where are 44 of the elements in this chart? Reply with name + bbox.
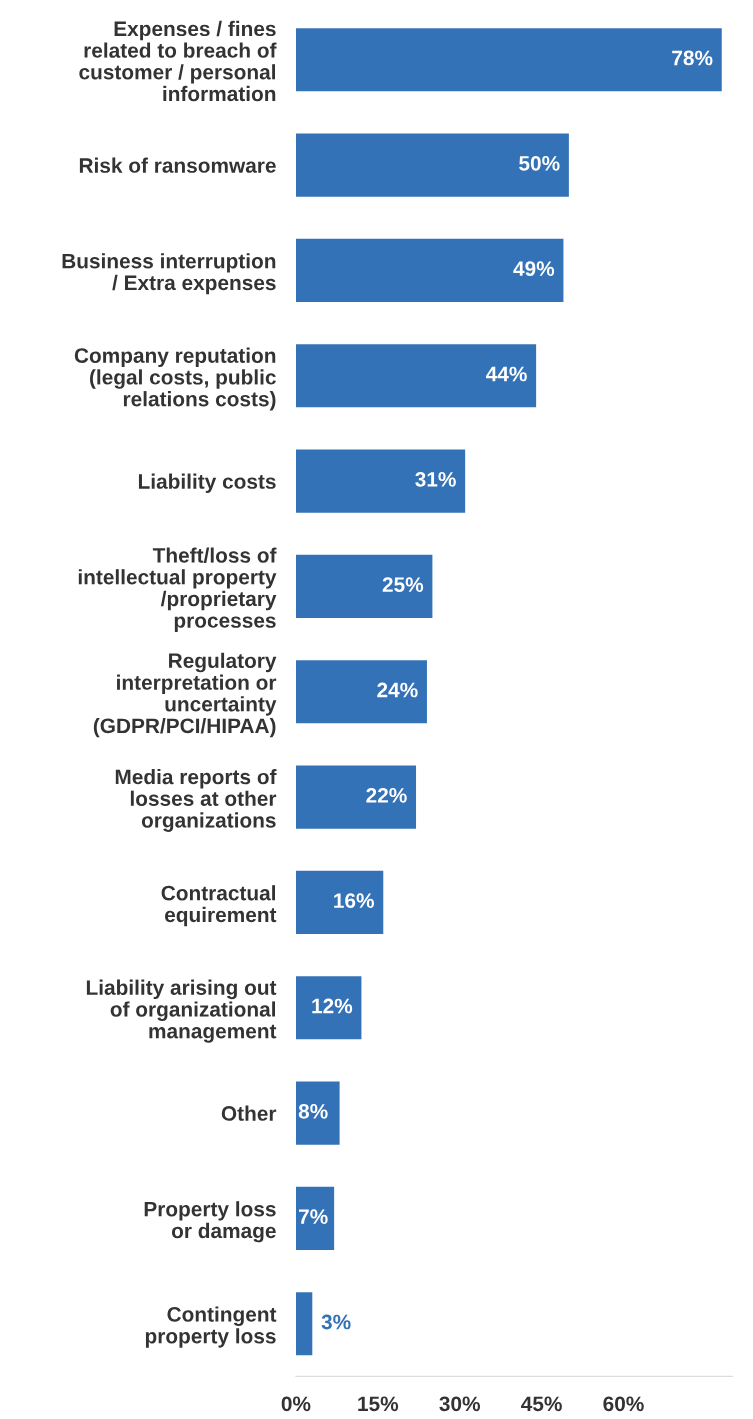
x-tick-label: 15% [358, 1396, 399, 1412]
x-tick-label: 60% [603, 1396, 644, 1412]
bar [295, 238, 564, 303]
data-label: 12% [312, 998, 353, 1014]
y-tick-label: Theft/loss of intellectual property /proprietary processes [78, 547, 277, 632]
y-tick-label: Risk of ransomware [79, 157, 276, 173]
data-label: 78% [672, 50, 713, 66]
bar [295, 449, 466, 513]
data-label: 44% [486, 366, 527, 382]
bar [295, 28, 722, 92]
bar [295, 870, 384, 935]
x-tick-label: 30% [439, 1396, 481, 1412]
data-label: 50% [519, 155, 560, 171]
data-label: 24% [377, 682, 418, 698]
data-label: 8% [298, 1103, 328, 1119]
data-label: 25% [382, 577, 424, 593]
data-label: 31% [415, 471, 456, 487]
bar [295, 554, 433, 619]
bar [295, 660, 427, 724]
bar [295, 344, 537, 408]
bar [295, 976, 362, 1040]
x-tick-label: 0% [281, 1396, 311, 1412]
bar [295, 1292, 313, 1356]
bar [295, 1186, 335, 1251]
y-tick-label: Contingent property loss [145, 1306, 277, 1348]
bar [295, 1081, 340, 1145]
bar [295, 765, 417, 829]
data-label: 49% [513, 261, 555, 277]
y-tick-label: Expenses / fines related to breach of customer / personal information [79, 20, 277, 102]
y-tick-label: Other [221, 1105, 277, 1121]
y-tick-label: Liability costs [138, 473, 276, 493]
data-label: 7% [299, 1209, 328, 1224]
y-tick-label: Liability arising out of organizational management [86, 979, 277, 1043]
y-tick-label: Regulatory interpretation or uncertainty (GDPR/PCI/HIPAA) [93, 652, 277, 738]
y-tick-label: Contractual equirement [161, 885, 277, 927]
y-tick-label: Property loss or damage [144, 1201, 276, 1243]
data-label: 22% [366, 787, 407, 803]
data-label: 3% [321, 1314, 351, 1330]
x-tick-label: 45% [521, 1396, 562, 1412]
y-tick-label: Company reputation (legal costs, public relations costs) [74, 347, 276, 411]
y-tick-label: Business interruption / Extra expenses [62, 253, 276, 295]
bar [295, 133, 569, 197]
y-tick-label: Media reports of losses at other organizations [115, 768, 277, 832]
data-label: 16% [334, 893, 374, 909]
